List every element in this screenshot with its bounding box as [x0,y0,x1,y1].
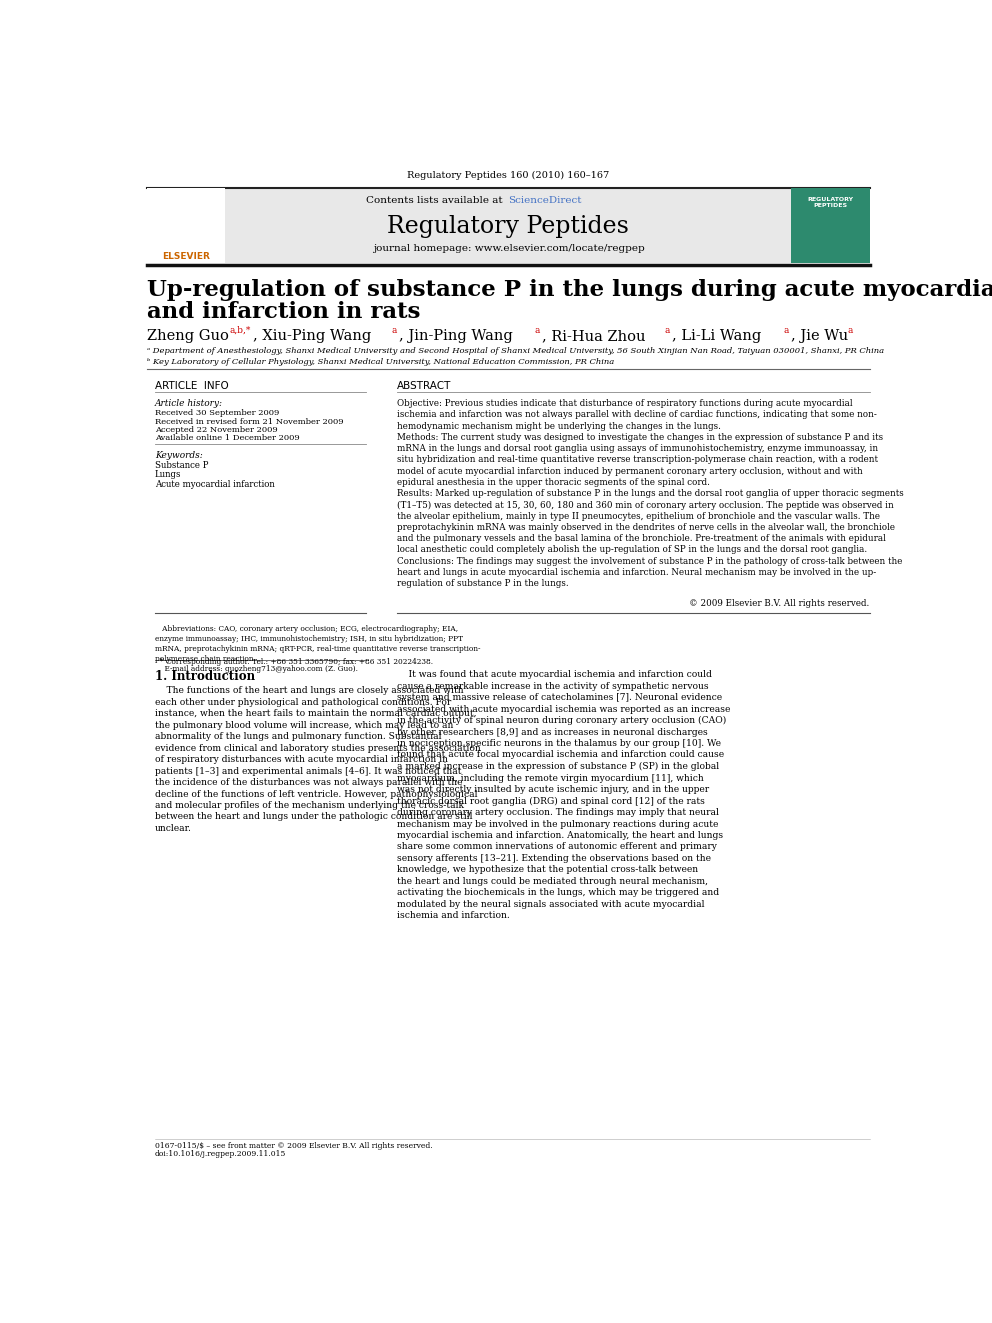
Text: and infarction in rats: and infarction in rats [147,302,421,323]
Text: Available online 1 December 2009: Available online 1 December 2009 [155,434,300,442]
FancyBboxPatch shape [225,188,792,263]
FancyBboxPatch shape [792,188,870,263]
FancyBboxPatch shape [147,188,225,263]
Text: , Jin-Ping Wang: , Jin-Ping Wang [399,329,513,343]
Text: , Li-Li Wang: , Li-Li Wang [673,329,762,343]
Text: a: a [847,325,853,335]
Text: 1. Introduction: 1. Introduction [155,671,255,683]
Text: ScienceDirect: ScienceDirect [509,196,582,205]
Text: a: a [784,325,789,335]
Text: Acute myocardial infarction: Acute myocardial infarction [155,480,275,488]
Text: Regulatory Peptides: Regulatory Peptides [388,214,629,238]
Text: Contents lists available at: Contents lists available at [366,196,506,205]
Text: ᵃ Department of Anesthesiology, Shanxi Medical University and Second Hospital of: ᵃ Department of Anesthesiology, Shanxi M… [147,347,884,355]
Text: , Jie Wu: , Jie Wu [792,329,848,343]
Text: Objective: Previous studies indicate that disturbance of respiratory functions d: Objective: Previous studies indicate tha… [397,400,904,589]
Text: © 2009 Elsevier B.V. All rights reserved.: © 2009 Elsevier B.V. All rights reserved… [689,599,870,607]
Text: Lungs: Lungs [155,471,182,479]
Text: E-mail address: guozheng713@yahoo.com (Z. Guo).: E-mail address: guozheng713@yahoo.com (Z… [155,665,358,673]
Text: journal homepage: www.elsevier.com/locate/regpep: journal homepage: www.elsevier.com/locat… [373,245,644,253]
Text: Received 30 September 2009: Received 30 September 2009 [155,409,279,417]
Text: ELSEVIER: ELSEVIER [163,251,210,261]
Text: ABSTRACT: ABSTRACT [397,381,451,390]
Text: a,b,*: a,b,* [229,325,251,335]
Text: a: a [535,325,540,335]
Text: 0167-0115/$ – see front matter © 2009 Elsevier B.V. All rights reserved.: 0167-0115/$ – see front matter © 2009 El… [155,1142,433,1150]
Text: Keywords:: Keywords: [155,451,202,460]
Text: Up-regulation of substance P in the lungs during acute myocardial ischemia: Up-regulation of substance P in the lung… [147,279,992,300]
Text: REGULATORY
PEPTIDES: REGULATORY PEPTIDES [807,197,853,208]
Text: The functions of the heart and lungs are closely associated with
each other unde: The functions of the heart and lungs are… [155,687,480,833]
Text: Article history:: Article history: [155,400,223,409]
Text: Regulatory Peptides 160 (2010) 160–167: Regulatory Peptides 160 (2010) 160–167 [408,171,609,180]
Text: * Corresponding author. Tel.: +86 351 3365790; fax: +86 351 20224238.: * Corresponding author. Tel.: +86 351 33… [155,658,433,665]
Text: Accepted 22 November 2009: Accepted 22 November 2009 [155,426,278,434]
Text: , Xiu-Ping Wang: , Xiu-Ping Wang [253,329,371,343]
Text: Zheng Guo: Zheng Guo [147,329,229,343]
Text: a: a [665,325,670,335]
Text: Abbreviations: CAO, coronary artery occlusion; ECG, electrocardiography; EIA,
en: Abbreviations: CAO, coronary artery occl… [155,626,480,663]
Text: a: a [392,325,397,335]
Text: ARTICLE  INFO: ARTICLE INFO [155,381,228,390]
Text: Substance P: Substance P [155,462,208,470]
Text: Received in revised form 21 November 2009: Received in revised form 21 November 200… [155,418,343,426]
Text: It was found that acute myocardial ischemia and infarction could
cause a remarka: It was found that acute myocardial ische… [397,671,730,919]
Text: , Ri-Hua Zhou: , Ri-Hua Zhou [543,329,646,343]
Text: ᵇ Key Laboratory of Cellular Physiology, Shanxi Medical University, National Edu: ᵇ Key Laboratory of Cellular Physiology,… [147,359,614,366]
Text: doi:10.1016/j.regpep.2009.11.015: doi:10.1016/j.regpep.2009.11.015 [155,1150,286,1158]
